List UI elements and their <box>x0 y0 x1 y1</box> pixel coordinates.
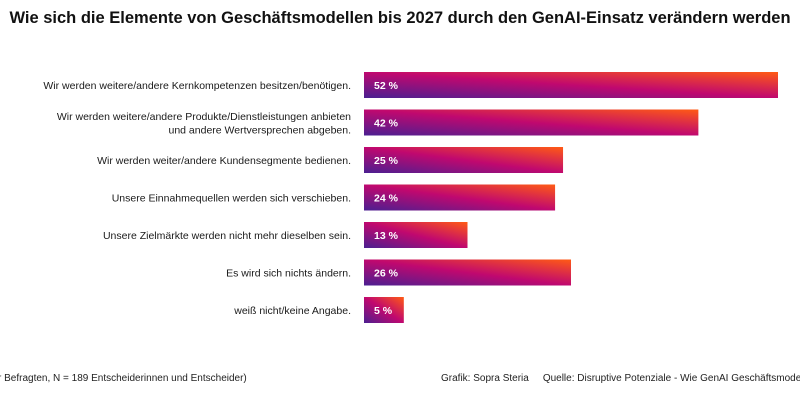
category-label-line: Wir werden weiter/andere Kundensegmente … <box>97 155 351 167</box>
bar-6 <box>364 259 571 286</box>
category-label-5: Unsere Zielmärkte werden nicht mehr dies… <box>103 230 351 242</box>
category-label-line: Unsere Einnahmequellen werden sich versc… <box>112 193 351 205</box>
bar-value-label-4: 24 % <box>374 193 399 205</box>
category-label-line: Unsere Zielmärkte werden nicht mehr dies… <box>103 230 351 242</box>
bar-value-label-7: 5 % <box>374 305 393 317</box>
category-label-line: Wir werden weitere/andere Kernkompetenze… <box>43 80 351 92</box>
category-label-7: weiß nicht/keine Angabe. <box>233 305 351 317</box>
category-label-4: Unsere Einnahmequellen werden sich versc… <box>112 193 351 205</box>
footer-source: Quelle: Disruptive Potenziale - Wie GenA… <box>542 373 800 384</box>
footer-credit: Grafik: Sopra Steria <box>441 373 529 384</box>
category-label-line: Es wird sich nichts ändern. <box>226 268 351 280</box>
bar-7 <box>364 297 404 323</box>
bar-value-label-1: 52 % <box>374 80 399 92</box>
footer-source-line: Grafik: Sopra Steria Quelle: Disruptive P… <box>441 373 800 384</box>
category-label-3: Wir werden weiter/andere Kundensegmente … <box>97 155 351 167</box>
bar-5 <box>364 222 468 248</box>
category-label-line: weiß nicht/keine Angabe. <box>233 305 351 317</box>
bar-value-label-2: 42 % <box>374 118 399 130</box>
bar-3 <box>364 147 564 173</box>
category-label-1: Wir werden weitere/andere Kernkompetenze… <box>43 80 351 92</box>
category-label-line: Wir werden weitere/andere Produkte/Diens… <box>57 111 351 123</box>
bar-value-label-5: 13 % <box>374 230 399 242</box>
bar-value-label-3: 25 % <box>374 155 399 167</box>
chart-title: Wie sich die Elemente von Geschäftsmodel… <box>9 9 791 27</box>
bar-4 <box>364 184 556 211</box>
bar-1 <box>364 72 778 98</box>
category-label-6: Es wird sich nichts ändern. <box>226 268 351 280</box>
footer-note: r Befragten, N = 189 Entscheiderinnen un… <box>0 373 247 384</box>
category-label-2: Wir werden weitere/andere Produkte/Diens… <box>57 111 351 137</box>
category-label-line: und andere Wertversprechen abgeben. <box>168 124 351 136</box>
bar-value-label-6: 26 % <box>374 268 399 280</box>
bar-2 <box>364 109 699 136</box>
